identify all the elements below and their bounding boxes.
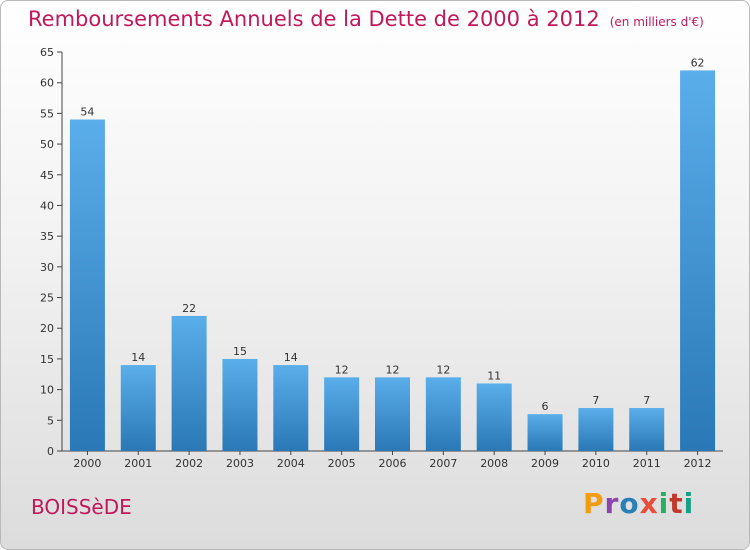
bar xyxy=(375,377,410,451)
y-tick-label: 35 xyxy=(40,230,54,243)
bar xyxy=(171,315,207,451)
bar xyxy=(476,383,512,451)
y-tick-label: 55 xyxy=(40,107,54,120)
chart-subtitle: (en milliers d'€) xyxy=(609,15,704,29)
logo-letter: i xyxy=(658,487,670,520)
logo-letter: t xyxy=(669,487,684,520)
x-tick-label: 2002 xyxy=(175,457,203,470)
y-tick-label: 30 xyxy=(40,261,54,274)
chart-title-text: Remboursements Annuels de la Dette de 20… xyxy=(28,7,600,31)
place-name: BOISSèDE xyxy=(31,495,132,519)
x-tick-label: 2010 xyxy=(582,457,610,470)
x-tick-label: 2008 xyxy=(480,457,508,470)
x-tick-label: 2000 xyxy=(73,457,101,470)
bar-value-label: 12 xyxy=(386,363,400,376)
bar-value-label: 22 xyxy=(182,302,196,315)
logo-letter: o xyxy=(619,487,640,520)
x-tick-label: 2006 xyxy=(379,457,407,470)
bar-value-label: 11 xyxy=(487,369,501,382)
bar-value-label: 7 xyxy=(592,394,599,407)
bar xyxy=(425,377,461,451)
bar-value-label: 15 xyxy=(233,345,247,358)
bar xyxy=(680,70,716,452)
logo-letter: r xyxy=(604,487,620,520)
bar xyxy=(273,365,309,451)
logo-letter: x xyxy=(639,487,659,520)
x-tick-label: 2005 xyxy=(328,457,356,470)
y-tick-label: 15 xyxy=(40,353,54,366)
x-tick-label: 2009 xyxy=(531,457,559,470)
x-tick-label: 2012 xyxy=(684,457,712,470)
bar xyxy=(120,365,156,451)
bar xyxy=(222,358,258,451)
x-tick-label: 2001 xyxy=(124,457,152,470)
y-tick-label: 10 xyxy=(40,384,54,397)
bar-value-label: 14 xyxy=(284,351,298,364)
x-tick-label: 2003 xyxy=(226,457,254,470)
bar-value-label: 6 xyxy=(542,400,549,413)
bar-value-label: 62 xyxy=(691,56,705,69)
bar-value-label: 12 xyxy=(335,363,349,376)
x-tick-label: 2004 xyxy=(277,457,305,470)
bar xyxy=(69,119,105,452)
y-tick-label: 20 xyxy=(40,322,54,335)
x-tick-label: 2011 xyxy=(633,457,661,470)
bar xyxy=(578,408,614,451)
bar-value-label: 14 xyxy=(131,351,145,364)
y-tick-label: 40 xyxy=(40,199,54,212)
bar xyxy=(629,408,665,451)
bar-value-label: 54 xyxy=(80,106,94,119)
y-tick-label: 5 xyxy=(47,414,54,427)
bar xyxy=(324,377,360,451)
y-tick-label: 50 xyxy=(40,138,54,151)
x-tick-label: 2007 xyxy=(429,457,457,470)
logo-letter: i xyxy=(683,487,695,520)
y-tick-label: 60 xyxy=(40,77,54,90)
bar xyxy=(527,414,563,451)
bar-value-label: 12 xyxy=(436,363,450,376)
chart-title: Remboursements Annuels de la Dette de 20… xyxy=(28,7,704,31)
bar-value-label: 7 xyxy=(643,394,650,407)
proxiti-logo: Proxiti xyxy=(583,487,694,520)
y-tick-label: 0 xyxy=(47,445,54,458)
y-tick-label: 45 xyxy=(40,169,54,182)
logo-letter: P xyxy=(583,487,605,520)
y-tick-label: 65 xyxy=(40,46,54,59)
y-tick-label: 25 xyxy=(40,292,54,305)
